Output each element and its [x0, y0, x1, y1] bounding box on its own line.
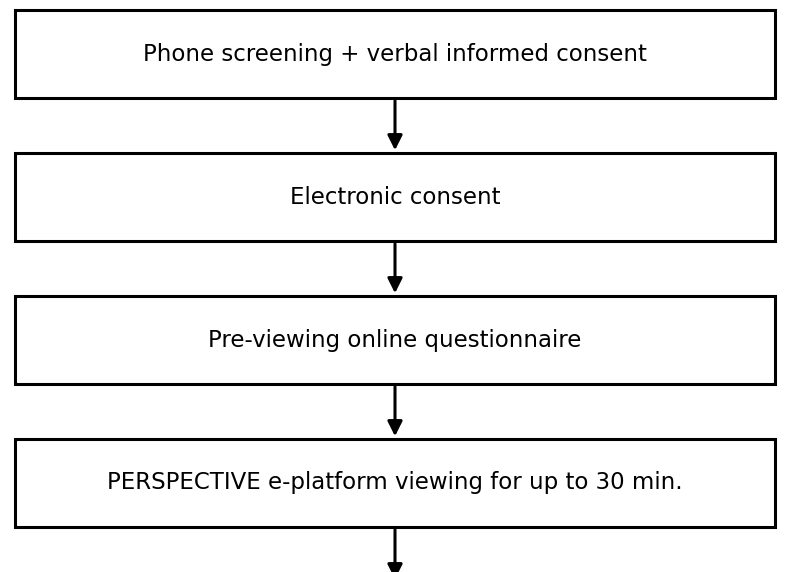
Text: Pre-viewing online questionnaire: Pre-viewing online questionnaire	[209, 328, 581, 352]
Text: Phone screening + verbal informed consent: Phone screening + verbal informed consen…	[143, 42, 647, 66]
Text: Electronic consent: Electronic consent	[290, 185, 500, 209]
Text: PERSPECTIVE e-platform viewing for up to 30 min.: PERSPECTIVE e-platform viewing for up to…	[107, 471, 683, 495]
